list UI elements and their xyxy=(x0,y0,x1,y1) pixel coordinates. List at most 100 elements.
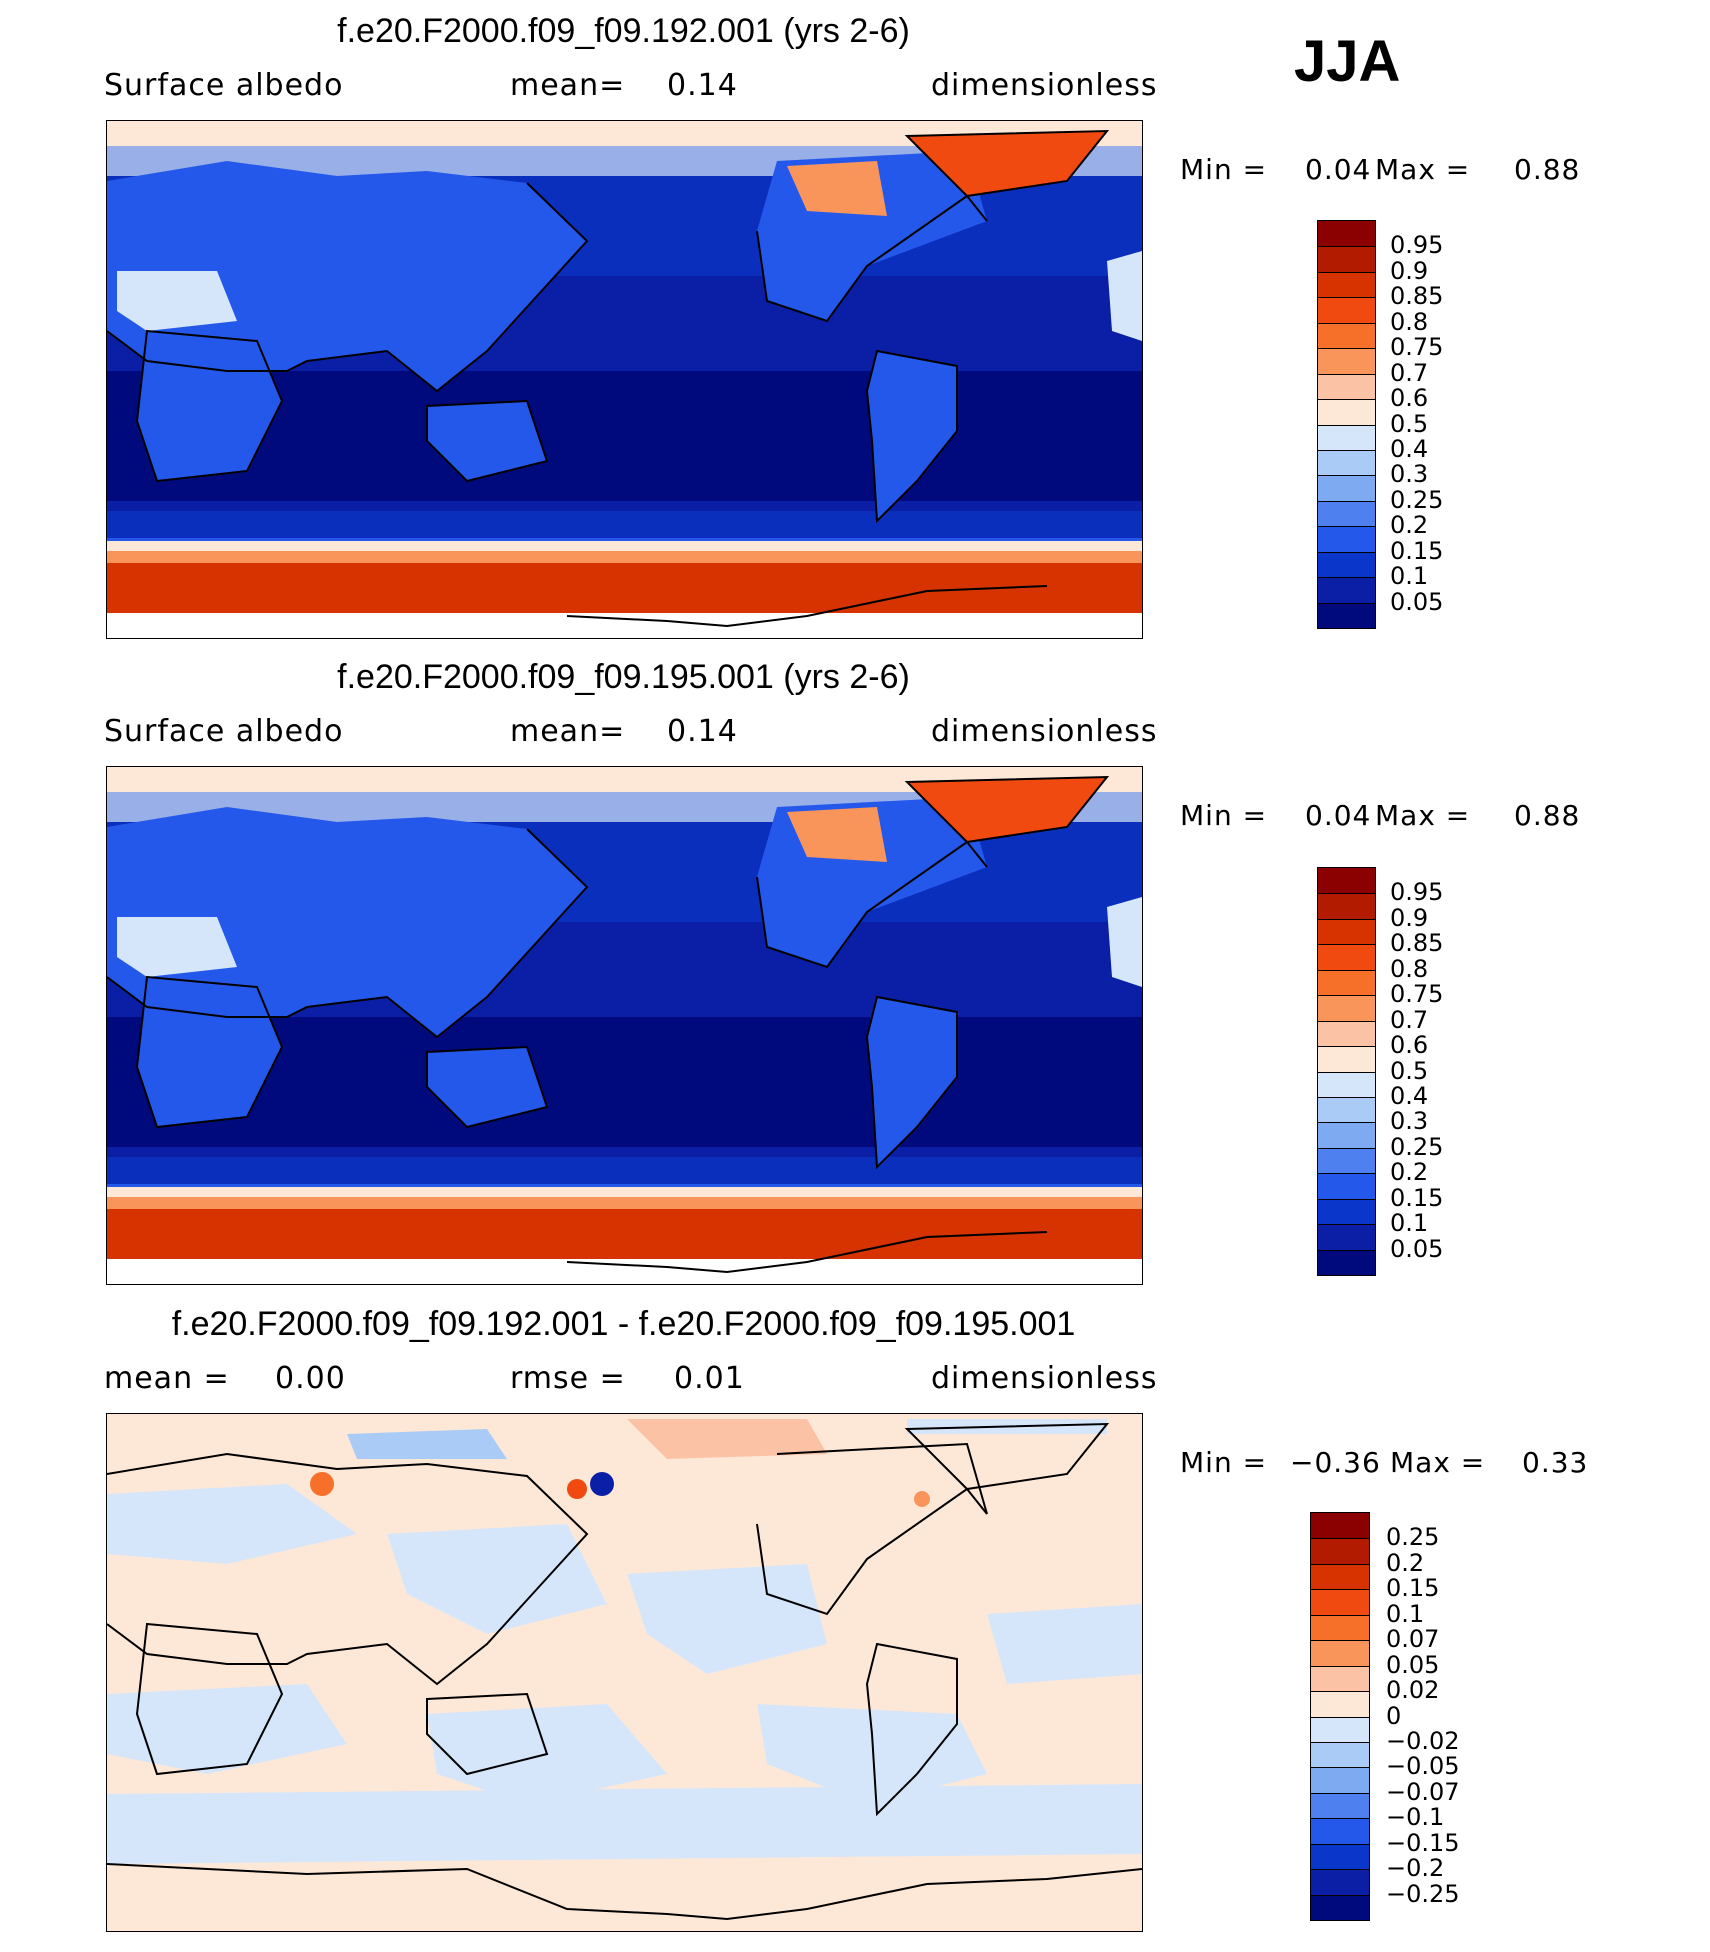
panel2-field-name: Surface albedo xyxy=(104,714,344,749)
colorbar-swatch xyxy=(1318,449,1375,476)
colorbar-tick-label: 0.6 xyxy=(1390,1031,1429,1060)
colorbar-swatch xyxy=(1318,1198,1375,1225)
colorbar-swatch xyxy=(1311,1614,1369,1641)
colorbar-swatch xyxy=(1311,1818,1369,1844)
panel1-field-name: Surface albedo xyxy=(104,68,344,103)
colorbar-tick-label: −0.07 xyxy=(1386,1777,1460,1806)
colorbar-swatch xyxy=(1318,500,1375,527)
colorbar-tick-label: 0.15 xyxy=(1390,536,1444,565)
colorbar-tick-label: 0.75 xyxy=(1390,333,1444,362)
colorbar-tick-label: −0.05 xyxy=(1386,1752,1460,1781)
colorbar-swatch xyxy=(1318,297,1375,323)
panel2-min-value: 0.04 xyxy=(1305,799,1372,832)
colorbar-tick-label: 0.85 xyxy=(1390,282,1444,311)
colorbar-tick-label: 0.3 xyxy=(1390,1107,1429,1136)
colorbar-tick-label: 0.4 xyxy=(1390,1081,1429,1110)
panel3-title: f.e20.F2000.f09_f09.192.001 - f.e20.F200… xyxy=(171,1305,1076,1343)
panel3-units: dimensionless xyxy=(931,1361,1158,1396)
colorbar-tick-label: 0.9 xyxy=(1390,903,1429,932)
panel1-mean-value: 0.14 xyxy=(667,68,738,103)
colorbar-swatch xyxy=(1318,399,1375,425)
colorbar-tick-label: 0.2 xyxy=(1390,1158,1429,1187)
panel2-max-label: Max = xyxy=(1375,799,1471,832)
colorbar-swatch xyxy=(1311,1869,1369,1895)
colorbar-tick-label: 0.75 xyxy=(1390,980,1444,1009)
colorbar-swatch xyxy=(1318,1122,1375,1148)
colorbar-swatch xyxy=(1318,868,1375,894)
colorbar-tick-label: 0.2 xyxy=(1386,1548,1425,1577)
colorbar-swatch xyxy=(1318,373,1375,400)
colorbar-tick-label: 0.25 xyxy=(1386,1523,1440,1552)
colorbar-swatch xyxy=(1318,1173,1375,1199)
panel3-rmse-label: rmse = xyxy=(510,1361,626,1396)
colorbar-swatch xyxy=(1318,1147,1375,1174)
colorbar-swatch xyxy=(1318,1046,1375,1072)
colorbar-swatch xyxy=(1318,918,1375,945)
colorbar-tick-label: −0.1 xyxy=(1386,1803,1445,1832)
colorbar-swatch xyxy=(1318,1249,1375,1275)
colorbar-tick-label: 0.3 xyxy=(1390,460,1429,489)
panel3-mean-label: mean = xyxy=(104,1361,230,1396)
colorbar-swatch xyxy=(1318,602,1375,628)
panel3-min-value: −0.36 xyxy=(1290,1446,1381,1479)
panel2-mean-label: mean= xyxy=(510,714,626,749)
panel1-title: f.e20.F2000.f09_f09.192.001 (yrs 2-6) xyxy=(337,12,910,50)
panel3-map xyxy=(106,1413,1143,1932)
colorbar-swatch xyxy=(1311,1513,1369,1539)
panel2-title: f.e20.F2000.f09_f09.195.001 (yrs 2-6) xyxy=(337,658,910,696)
colorbar-swatch xyxy=(1318,893,1375,919)
colorbar-tick-label: 0.8 xyxy=(1390,307,1429,336)
panel1-max-label: Max = xyxy=(1375,153,1471,186)
colorbar-tick-label: 0.5 xyxy=(1390,1056,1429,1085)
colorbar-tick-label: 0.95 xyxy=(1390,878,1444,907)
colorbar-swatch xyxy=(1311,1563,1369,1590)
panel1-min-label: Min = xyxy=(1180,153,1268,186)
colorbar-tick-label: −0.02 xyxy=(1386,1726,1460,1755)
colorbar-tick-label: 0.8 xyxy=(1390,954,1429,983)
colorbar-tick-label: 0.05 xyxy=(1390,587,1444,616)
colorbar-swatch xyxy=(1311,1640,1369,1666)
panel3-max-label: Max = xyxy=(1390,1446,1486,1479)
colorbar-tick-label: 0.25 xyxy=(1390,1132,1444,1161)
colorbar-swatch xyxy=(1318,246,1375,272)
panel3-max-value: 0.33 xyxy=(1522,1446,1589,1479)
colorbar-tick-label: 0.15 xyxy=(1390,1183,1444,1212)
colorbar-tick-label: 0.1 xyxy=(1386,1599,1425,1628)
panel2-colorbar xyxy=(1317,867,1376,1276)
panel3-map-svg xyxy=(107,1414,1142,1931)
colorbar-tick-label: −0.25 xyxy=(1386,1879,1460,1908)
colorbar-swatch xyxy=(1318,1096,1375,1123)
panel1-min-value: 0.04 xyxy=(1305,153,1372,186)
colorbar-tick-label: 0.15 xyxy=(1386,1574,1440,1603)
colorbar-tick-label: 0.4 xyxy=(1390,434,1429,463)
colorbar-tick-label: 0.1 xyxy=(1390,562,1429,591)
colorbar-swatch xyxy=(1318,271,1375,298)
colorbar-swatch xyxy=(1318,1071,1375,1097)
colorbar-swatch xyxy=(1311,1691,1369,1717)
colorbar-swatch xyxy=(1311,1767,1369,1793)
panel1-mean-label: mean= xyxy=(510,68,626,103)
colorbar-tick-label: 0.7 xyxy=(1390,358,1429,387)
colorbar-swatch xyxy=(1311,1894,1369,1920)
panel2-units: dimensionless xyxy=(931,714,1158,749)
colorbar-tick-label: 0 xyxy=(1386,1701,1402,1730)
panel2-min-label: Min = xyxy=(1180,799,1268,832)
colorbar-tick-label: 0.2 xyxy=(1390,511,1429,540)
colorbar-tick-label: 0.25 xyxy=(1390,485,1444,514)
colorbar-tick-label: 0.05 xyxy=(1390,1234,1444,1263)
panel1-map-svg xyxy=(107,121,1142,638)
colorbar-swatch xyxy=(1311,1716,1369,1742)
colorbar-swatch xyxy=(1318,551,1375,578)
panel3-mean-value: 0.00 xyxy=(275,1361,346,1396)
colorbar-tick-label: 0.5 xyxy=(1390,409,1429,438)
colorbar-tick-label: 0.1 xyxy=(1390,1209,1429,1238)
season-label: JJA xyxy=(1294,29,1401,94)
colorbar-swatch xyxy=(1318,526,1375,552)
panel1-max-value: 0.88 xyxy=(1514,153,1581,186)
colorbar-tick-label: −0.15 xyxy=(1386,1828,1460,1857)
panel2-map-svg xyxy=(107,767,1142,1284)
colorbar-swatch xyxy=(1311,1741,1369,1768)
colorbar-tick-label: −0.2 xyxy=(1386,1854,1445,1883)
colorbar-swatch xyxy=(1318,1020,1375,1047)
colorbar-swatch xyxy=(1311,1538,1369,1564)
